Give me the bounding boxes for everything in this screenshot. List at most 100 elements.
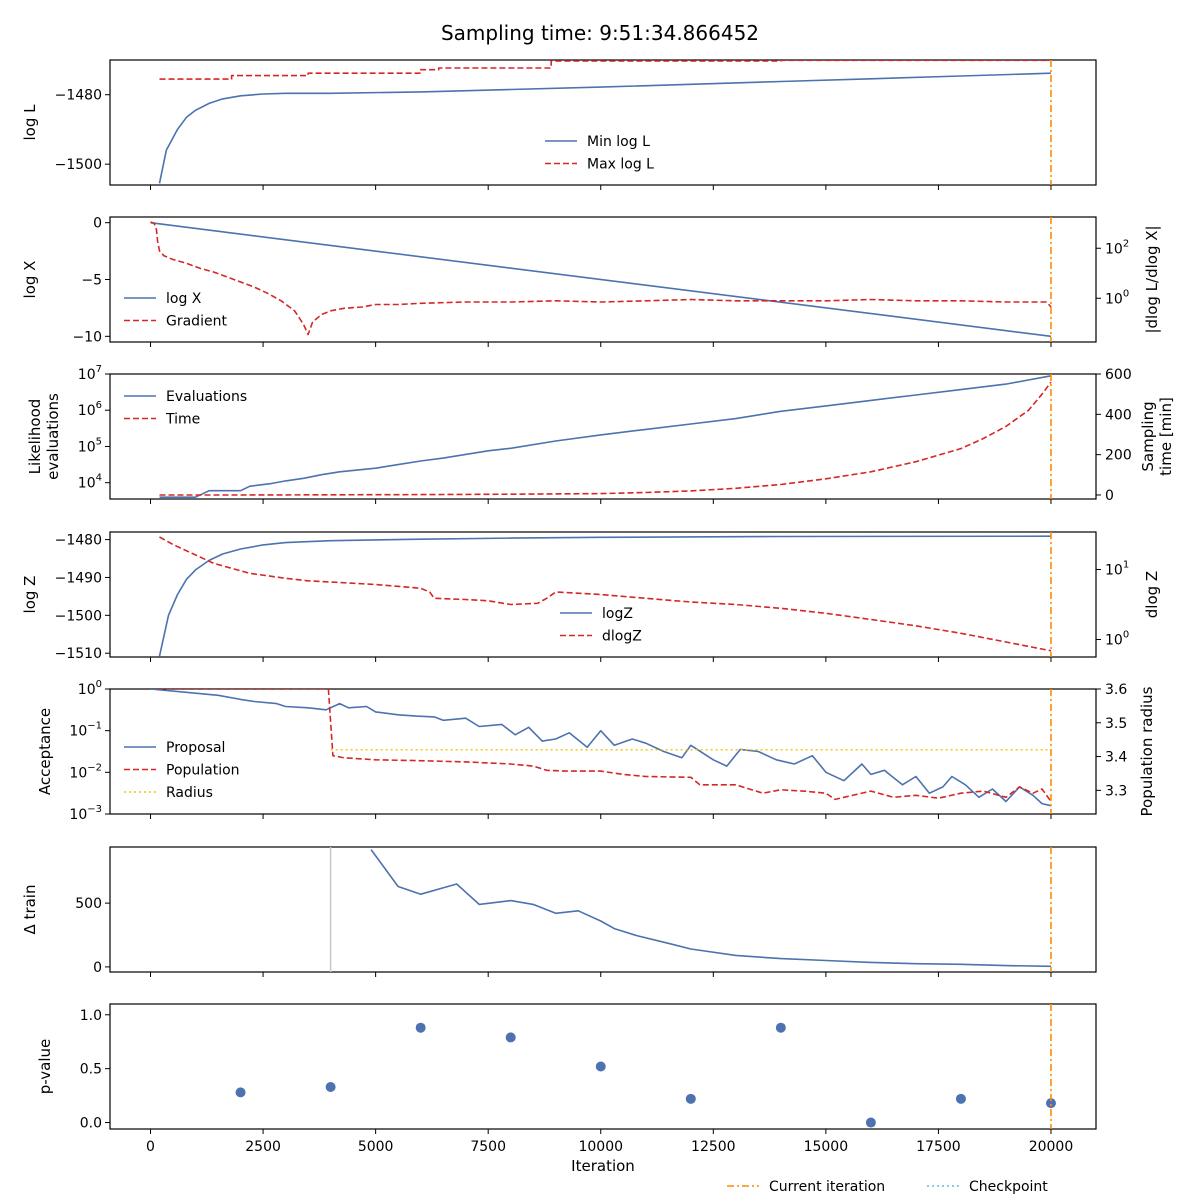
panel-series (150, 689, 1052, 807)
scatter-point-3 (505, 1032, 516, 1043)
panel-7: 0 2500 5000 7500 10000 12500 15000 17500 20000 It… (36, 1003, 1097, 1175)
y-right-tick-label: 102 (1105, 238, 1129, 257)
y-axis-label: Acceptance (36, 708, 54, 795)
legend: Min log L Max log L (545, 134, 654, 173)
panel-6-frame (109, 846, 1097, 973)
legend-label-1: Min log L (587, 134, 650, 150)
panel-6: 0 500 Δ train (21, 846, 1097, 977)
y-right-tick-label: 200 (1105, 448, 1132, 464)
y-right-tick-label-exp: 1 (1123, 560, 1129, 571)
figure-title: Sampling time: 9:51:34.866452 (441, 21, 759, 45)
y-tick-label-exp: 5 (96, 436, 102, 447)
y-tick-label: 104 (78, 473, 102, 492)
y-tick-label: 500 (75, 896, 102, 912)
x-tick-label: 12500 (691, 1139, 736, 1155)
y-right-tick-label: 600 (1105, 367, 1132, 383)
legend-label-2: dlogZ (602, 629, 642, 645)
y-tick-label-base: 10 (78, 682, 96, 698)
series-line-evaluations (159, 375, 1052, 499)
y-tick-label: 0.0 (80, 1116, 102, 1132)
y-tick-label-base: 10 (78, 439, 96, 455)
x-tick-label: 17500 (916, 1139, 961, 1155)
y-tick-label-exp: 4 (96, 473, 102, 484)
y-right-axis-label-line: time [min] (1157, 397, 1175, 476)
y-right-tick-label-base: 10 (1105, 563, 1123, 579)
y-tick-label: 0 (93, 960, 102, 976)
legend-label-3: Radius (166, 785, 213, 801)
y-right-tick-label: 101 (1105, 560, 1129, 579)
y-right-tick-label: 400 (1105, 407, 1132, 423)
y-tick-label-exp: −2 (87, 762, 102, 773)
y-right-tick-label: 3.3 (1105, 783, 1127, 799)
x-axis-label: Iteration (571, 1157, 635, 1175)
y-tick-label: −1500 (55, 608, 102, 624)
y-tick-label-base: 10 (69, 724, 87, 740)
y-axis-label: log X (21, 261, 39, 299)
y-tick-label: −5 (81, 273, 102, 289)
y-right-tick-label: 100 (1105, 288, 1129, 307)
scatter-point-1 (325, 1081, 336, 1092)
legend-label-2: Time (165, 412, 200, 428)
legend: Evaluations Time (124, 389, 247, 428)
series-line-dlogz (159, 536, 1052, 652)
y-tick-label-exp: 7 (96, 364, 102, 375)
y-axis-label: Δ train (21, 885, 39, 935)
y-tick-label: 105 (78, 436, 102, 455)
y-tick-label-base: 10 (78, 367, 96, 383)
y-right-axis-label: Population radius (1138, 686, 1156, 816)
series-line-population (157, 689, 1052, 802)
panel-5-frame (109, 688, 1097, 815)
y-right-tick-label: 3.5 (1105, 716, 1127, 732)
legend-label-1: Evaluations (166, 389, 247, 405)
current-iteration-legend-label: Current iteration (769, 1179, 885, 1195)
x-tick-label: 2500 (245, 1139, 281, 1155)
series-line-proposal (150, 689, 1052, 807)
series-line-main (370, 849, 1052, 968)
y-tick-label: 0.5 (80, 1062, 102, 1078)
scatter-point-6 (775, 1022, 786, 1033)
y-tick-label-base: 10 (69, 765, 87, 781)
y-tick-label: −1500 (55, 157, 102, 173)
y-axis-label: p-value (36, 1039, 54, 1095)
y-tick-label: 10−3 (69, 804, 102, 823)
y-tick-label: 107 (78, 364, 102, 383)
x-tick-label: 7500 (470, 1139, 506, 1155)
y-tick-label: 10−2 (69, 762, 102, 781)
y-right-tick-label-exp: 0 (1123, 630, 1129, 641)
y-axis-label: log Z (21, 576, 39, 614)
series-line-time (159, 381, 1052, 496)
scatter-point-7 (865, 1117, 876, 1128)
checkpoint-legend-label: Checkpoint (969, 1179, 1048, 1195)
y-right-axis-label: Samplingtime [min] (1139, 397, 1175, 476)
series-line-gradient (150, 221, 1052, 336)
series-line-logz (158, 535, 1052, 657)
y-tick-label-exp: −1 (87, 721, 102, 732)
panel-1-frame (109, 59, 1097, 186)
panel-series (158, 60, 1052, 184)
scatter-point-4 (595, 1061, 606, 1072)
y-right-tick-label: 3.6 (1105, 682, 1127, 698)
y-right-axis-label: |dlog L/dlog X| (1143, 225, 1161, 333)
y-axis-label: Likelihoodevaluations (26, 393, 62, 480)
scatter-point-9 (1045, 1098, 1056, 1109)
legend: logZ dlogZ (560, 606, 642, 645)
y-right-axis-label: dlog Z (1143, 571, 1161, 618)
y-right-tick-label-base: 10 (1105, 241, 1123, 257)
y-tick-label: −1490 (55, 570, 102, 586)
panel-3: 104105106107Likelihoodevaluations0200400… (26, 364, 1175, 504)
legend-label-2: Max log L (587, 157, 654, 173)
y-right-tick-label-exp: 2 (1123, 238, 1129, 249)
legend: Proposal Population Radius (124, 740, 240, 801)
legend-label-1: logZ (602, 606, 633, 622)
legend-label-2: Gradient (166, 314, 227, 330)
y-tick-label: −1510 (55, 646, 102, 662)
y-axis-label-line: evaluations (44, 393, 62, 480)
y-right-tick-label: 0 (1105, 488, 1114, 504)
panel-series (150, 221, 1052, 338)
panel-series (158, 535, 1052, 657)
y-tick-label-exp: −3 (87, 804, 102, 815)
